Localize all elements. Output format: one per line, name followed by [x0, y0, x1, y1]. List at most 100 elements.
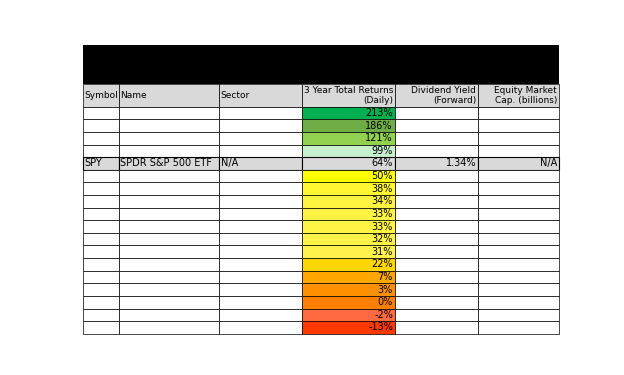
Text: 31%: 31% — [371, 247, 393, 257]
Text: 32%: 32% — [371, 234, 393, 244]
Text: 33%: 33% — [371, 222, 393, 231]
Bar — [478, 195, 559, 208]
Bar — [218, 195, 302, 208]
Bar — [395, 296, 478, 309]
Text: 3%: 3% — [378, 285, 393, 295]
Bar — [119, 84, 218, 106]
Bar — [302, 309, 395, 321]
Text: 34%: 34% — [371, 196, 393, 206]
Bar — [218, 271, 302, 283]
Text: Equity Market
Cap. (billions): Equity Market Cap. (billions) — [494, 86, 557, 105]
Bar — [119, 258, 218, 271]
Text: 64%: 64% — [371, 159, 393, 168]
Bar — [218, 106, 302, 119]
Bar — [119, 157, 218, 170]
Text: 186%: 186% — [366, 121, 393, 130]
Bar — [395, 321, 478, 334]
Bar — [218, 321, 302, 334]
Bar — [478, 170, 559, 182]
Bar — [119, 321, 218, 334]
Text: 3 Year Total Returns
(Daily): 3 Year Total Returns (Daily) — [303, 86, 393, 105]
Bar — [83, 195, 119, 208]
Bar — [478, 119, 559, 132]
Bar — [218, 182, 302, 195]
Text: N/A: N/A — [540, 159, 557, 168]
Bar — [83, 220, 119, 233]
Bar — [218, 246, 302, 258]
Bar — [478, 309, 559, 321]
Bar — [218, 258, 302, 271]
Bar — [478, 258, 559, 271]
Bar — [218, 119, 302, 132]
Bar — [478, 271, 559, 283]
Bar — [395, 170, 478, 182]
Bar — [302, 182, 395, 195]
Text: 121%: 121% — [365, 133, 393, 143]
Bar — [395, 246, 478, 258]
Text: Dividend Yield
(Forward): Dividend Yield (Forward) — [411, 86, 476, 105]
Text: Sector: Sector — [220, 91, 250, 100]
Bar — [83, 84, 119, 106]
Bar — [302, 170, 395, 182]
Bar — [302, 220, 395, 233]
Bar — [83, 283, 119, 296]
Bar — [83, 246, 119, 258]
Bar — [395, 182, 478, 195]
Bar — [395, 271, 478, 283]
Bar — [218, 296, 302, 309]
Bar — [302, 258, 395, 271]
Bar — [395, 220, 478, 233]
Bar — [119, 220, 218, 233]
Bar — [83, 296, 119, 309]
Bar — [119, 208, 218, 220]
Bar — [218, 309, 302, 321]
Bar — [83, 119, 119, 132]
Bar — [395, 157, 478, 170]
Bar — [395, 309, 478, 321]
Text: -2%: -2% — [374, 310, 393, 320]
Bar — [119, 106, 218, 119]
Bar — [119, 246, 218, 258]
Bar — [302, 321, 395, 334]
Bar — [302, 132, 395, 144]
Text: N/A: N/A — [220, 159, 238, 168]
Bar — [119, 144, 218, 157]
Bar — [119, 119, 218, 132]
Bar — [119, 309, 218, 321]
Bar — [119, 283, 218, 296]
Bar — [302, 296, 395, 309]
Bar — [83, 170, 119, 182]
Bar — [302, 119, 395, 132]
Bar — [83, 309, 119, 321]
Bar — [478, 321, 559, 334]
Bar — [83, 271, 119, 283]
Bar — [302, 157, 395, 170]
Bar — [302, 271, 395, 283]
Bar — [83, 144, 119, 157]
Bar — [83, 132, 119, 144]
Bar — [218, 208, 302, 220]
Bar — [218, 283, 302, 296]
Bar — [83, 182, 119, 195]
Bar — [302, 246, 395, 258]
Bar — [395, 258, 478, 271]
Bar — [218, 220, 302, 233]
Bar — [302, 144, 395, 157]
Text: 213%: 213% — [365, 108, 393, 118]
Bar — [119, 132, 218, 144]
Bar — [119, 170, 218, 182]
Bar — [478, 157, 559, 170]
Bar — [218, 157, 302, 170]
Bar — [218, 84, 302, 106]
Bar — [302, 84, 395, 106]
Bar — [119, 271, 218, 283]
Bar — [218, 144, 302, 157]
Bar — [302, 106, 395, 119]
Text: 33%: 33% — [371, 209, 393, 219]
Bar — [395, 283, 478, 296]
Bar — [83, 258, 119, 271]
Bar — [395, 144, 478, 157]
Bar — [218, 132, 302, 144]
Bar — [478, 106, 559, 119]
Bar — [395, 119, 478, 132]
